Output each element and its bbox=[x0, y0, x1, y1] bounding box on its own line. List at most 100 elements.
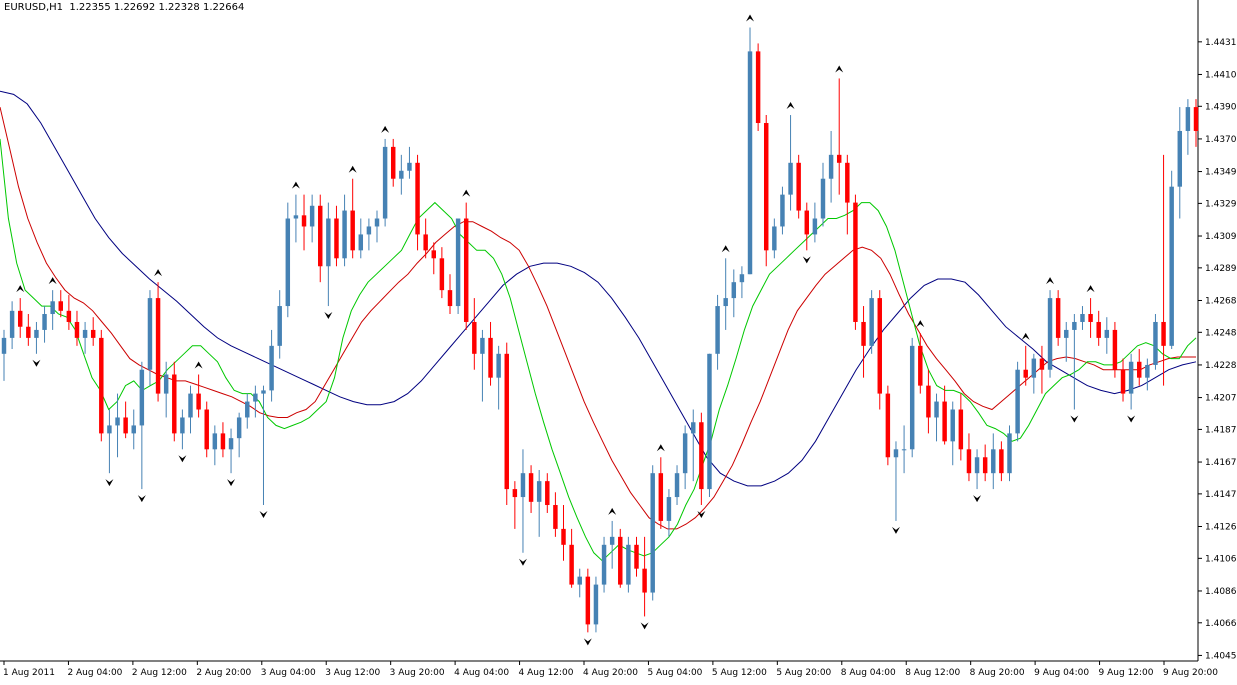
candle-body bbox=[642, 568, 647, 593]
candle-body bbox=[439, 258, 445, 291]
candle-body bbox=[699, 422, 704, 490]
candle-body bbox=[926, 385, 931, 418]
moving-averages bbox=[0, 90, 1197, 562]
candle-body bbox=[447, 290, 453, 307]
fractal-up-marker bbox=[16, 285, 25, 293]
candle-body bbox=[869, 298, 874, 346]
ma-mid-line bbox=[0, 106, 1196, 530]
time-tick-label: 4 Aug 04:00 bbox=[454, 668, 509, 678]
candle-body bbox=[455, 218, 461, 307]
candle-body bbox=[828, 154, 834, 179]
fractal-up-marker bbox=[1046, 277, 1055, 285]
fractal-down-marker bbox=[518, 558, 527, 566]
fractal-down-marker bbox=[973, 495, 982, 503]
candle-body bbox=[634, 544, 639, 569]
candle-body bbox=[845, 162, 850, 203]
candle-body bbox=[796, 162, 801, 211]
candle-body bbox=[1015, 369, 1020, 434]
candle-body bbox=[1007, 433, 1012, 474]
candle-body bbox=[901, 449, 907, 451]
candle-body bbox=[350, 210, 355, 251]
candle-body bbox=[536, 481, 542, 502]
candle-body bbox=[666, 497, 672, 521]
candle-body bbox=[399, 170, 404, 179]
fractal-down-marker bbox=[105, 479, 114, 487]
fractal-down-marker bbox=[227, 479, 236, 487]
price-tick-label: 1.40860 bbox=[1205, 587, 1237, 597]
candle-body bbox=[1088, 314, 1093, 322]
fractal-up-marker bbox=[1021, 332, 1030, 340]
fractal-down-marker bbox=[178, 455, 187, 463]
fractal-up-marker bbox=[1086, 285, 1095, 293]
candle-body bbox=[966, 449, 972, 474]
candle-body bbox=[609, 536, 615, 545]
price-tick-label: 1.42685 bbox=[1205, 296, 1237, 306]
candle-body bbox=[861, 321, 866, 346]
price-tick-label: 1.44105 bbox=[1205, 70, 1237, 80]
candle-body bbox=[804, 210, 810, 235]
fractal-up-marker bbox=[656, 444, 665, 452]
candle-body bbox=[285, 218, 291, 307]
candle-body bbox=[17, 310, 23, 327]
time-tick-label: 3 Aug 04:00 bbox=[261, 668, 316, 678]
fractal-down-marker bbox=[697, 511, 706, 519]
price-tick-label: 1.43090 bbox=[1205, 232, 1237, 242]
time-tick-label: 8 Aug 12:00 bbox=[905, 668, 960, 678]
candle-body bbox=[958, 409, 964, 450]
candle-body bbox=[999, 449, 1004, 474]
candle-body bbox=[820, 178, 826, 219]
candle-body bbox=[269, 345, 274, 391]
candle-body bbox=[1153, 321, 1158, 365]
time-tick-label: 9 Aug 12:00 bbox=[1099, 668, 1154, 678]
candle-body bbox=[772, 226, 777, 251]
candle-body bbox=[472, 321, 477, 354]
time-tick-label: 4 Aug 20:00 bbox=[583, 668, 638, 678]
time-tick-label: 9 Aug 04:00 bbox=[1034, 668, 1089, 678]
candle-body bbox=[512, 489, 518, 498]
candle-body bbox=[658, 473, 664, 521]
candle-body bbox=[488, 337, 493, 378]
candle-body bbox=[236, 417, 242, 439]
price-tick-label: 1.40660 bbox=[1205, 619, 1237, 629]
candle-body bbox=[1177, 130, 1183, 187]
candle-body bbox=[123, 417, 128, 434]
candle-body bbox=[585, 576, 591, 625]
time-tick-label: 3 Aug 20:00 bbox=[390, 668, 445, 678]
candle-body bbox=[301, 215, 307, 227]
candle-body bbox=[107, 425, 112, 434]
candle-body bbox=[650, 473, 655, 593]
candle-body bbox=[934, 401, 939, 418]
candle-body bbox=[1072, 321, 1077, 330]
candle-body bbox=[342, 210, 347, 259]
fractal-up-marker bbox=[721, 245, 730, 253]
candle-body bbox=[682, 433, 688, 474]
candle-body bbox=[601, 544, 607, 585]
candle-body bbox=[1145, 364, 1150, 378]
candle-body bbox=[374, 218, 380, 227]
fractal-up-marker bbox=[381, 125, 390, 133]
candle-body bbox=[593, 584, 599, 625]
candle-body bbox=[204, 409, 209, 450]
candle-body bbox=[755, 51, 761, 124]
candle-body bbox=[1120, 369, 1126, 394]
fractal-up-marker bbox=[608, 507, 617, 515]
fractal-up-marker bbox=[916, 320, 925, 328]
price-tick-label: 1.42075 bbox=[1205, 394, 1237, 404]
candle-body bbox=[731, 282, 737, 299]
candle-body bbox=[561, 528, 566, 545]
candle-body bbox=[780, 194, 785, 227]
price-tick-label: 1.41065 bbox=[1205, 554, 1237, 564]
price-tick-label: 1.40455 bbox=[1205, 651, 1237, 661]
candle-body bbox=[147, 298, 153, 370]
price-tick-label: 1.42280 bbox=[1205, 361, 1237, 371]
price-axis: 1.44310 1.44105 1.43905 1.43700 1.43495 1.432… bbox=[1198, 38, 1237, 661]
fractal-up-marker bbox=[291, 181, 300, 189]
candle-body bbox=[1169, 186, 1174, 346]
time-tick-label: 8 Aug 20:00 bbox=[970, 668, 1025, 678]
candle-body bbox=[407, 162, 412, 171]
candle-body bbox=[1161, 321, 1166, 346]
price-tick-label: 1.41265 bbox=[1205, 523, 1237, 533]
candle-body bbox=[1039, 358, 1045, 370]
candle-body bbox=[50, 301, 55, 315]
candle-body bbox=[1128, 361, 1134, 394]
